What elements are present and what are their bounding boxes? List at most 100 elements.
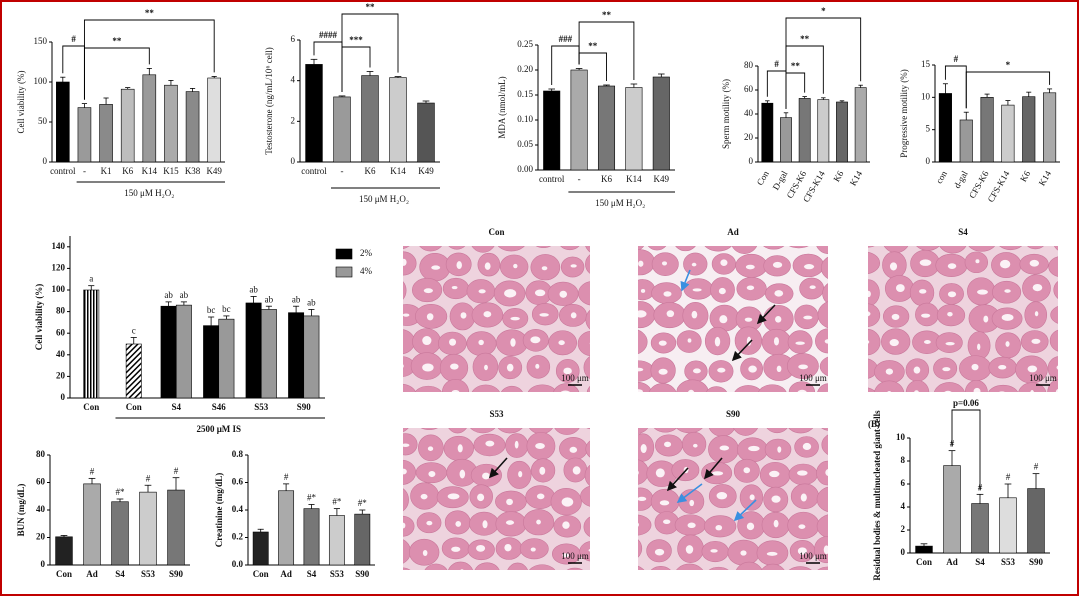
lumen (800, 493, 807, 502)
lumen (803, 264, 815, 270)
significance-label: * (821, 6, 826, 16)
lumen (447, 493, 460, 500)
lumen (449, 338, 457, 346)
tubule (403, 281, 407, 300)
y-tick-label: 60 (744, 84, 754, 94)
lumen (998, 391, 1005, 392)
lumen (945, 341, 955, 346)
lumen (745, 571, 756, 577)
lumen (711, 471, 724, 476)
bar-annotation: ab (307, 298, 316, 308)
tubule (471, 384, 500, 392)
lumen (655, 468, 665, 478)
x-tick-label: control (50, 166, 76, 176)
lumen (798, 575, 804, 581)
lumen (588, 548, 590, 552)
lumen (998, 364, 1007, 370)
significance-bracket (341, 13, 399, 92)
y-tick-label: 6 (291, 34, 296, 44)
lumen (592, 495, 597, 500)
lumen (535, 417, 546, 426)
y-tick-label: 100 (52, 284, 66, 294)
lumen (719, 315, 728, 324)
histology-image (868, 246, 1058, 392)
lumen (710, 549, 718, 553)
lumen (428, 470, 436, 478)
arrow (680, 269, 691, 292)
lumen (745, 264, 755, 270)
y-axis-label: Cell viability (%) (16, 71, 26, 134)
lumen (589, 342, 590, 345)
lumen (942, 367, 951, 372)
x-tick-label: Ad (946, 557, 958, 567)
lumen (913, 366, 921, 374)
tubule (441, 378, 470, 392)
tubule (403, 539, 411, 564)
x-tick-label: S53 (330, 569, 345, 579)
lumen (397, 337, 403, 345)
tubule (586, 385, 590, 392)
histology-image (638, 428, 828, 581)
group-label: 150 μM H₂O₂ (595, 198, 645, 208)
y-tick-label: 4 (291, 75, 296, 85)
x-tick-label: K6 (601, 174, 612, 184)
bar-annotation: #* (307, 493, 317, 503)
x-tick-label: S4 (307, 569, 317, 579)
histology-title: Ad (727, 227, 739, 237)
lumen (558, 340, 565, 346)
lumen (509, 396, 515, 401)
tubule (650, 565, 671, 570)
y-tick-label: 10 (921, 91, 931, 101)
significance-label: # (71, 34, 76, 44)
lumen (560, 390, 570, 392)
y-tick-label: 0 (41, 559, 46, 569)
x-tick-label: K14 (142, 166, 158, 176)
tubule (419, 246, 442, 252)
lumen (831, 364, 840, 367)
lumen (595, 575, 604, 579)
lumen (539, 313, 549, 317)
tubule (638, 381, 652, 392)
x-tick-label: S90 (1029, 557, 1044, 567)
lumen (563, 419, 572, 426)
significance-label: ** (791, 61, 801, 71)
tubule (638, 246, 645, 251)
bar (120, 88, 135, 163)
x-tick-label: K6 (122, 166, 133, 176)
lumen (1030, 390, 1034, 392)
lumen (399, 575, 407, 580)
legend-label: 2% (360, 248, 373, 258)
y-tick-label: 8 (901, 455, 906, 465)
lumen (506, 363, 514, 372)
lumen (426, 313, 434, 321)
y-tick-label: 0 (291, 156, 296, 166)
bar (798, 98, 811, 163)
y-tick-label: 100 (34, 76, 48, 86)
lumen (392, 548, 402, 556)
tubule (968, 246, 996, 252)
bar (164, 84, 178, 163)
tubule (874, 380, 905, 392)
lumen (691, 262, 697, 267)
tubule (585, 440, 590, 458)
lumen (797, 470, 808, 476)
x-tick-label: K49 (206, 166, 222, 176)
x-tick-label: K14 (390, 166, 406, 176)
tubule (1047, 379, 1058, 392)
bar (780, 117, 792, 163)
y-tick-label: 10 (896, 432, 906, 442)
lumen (595, 473, 601, 479)
lumen (720, 259, 728, 267)
lumen (482, 520, 488, 529)
tubule (527, 384, 557, 392)
bar-annotation: # (174, 466, 179, 476)
lumen (422, 336, 432, 346)
lumen (572, 466, 581, 475)
bar (328, 515, 345, 566)
lumen (691, 310, 698, 319)
lumen (714, 336, 721, 347)
y-axis-label: Residual bodies & multinucleated giant c… (872, 410, 882, 581)
significance-label: ** (800, 34, 810, 44)
y-tick-label: 0.05 (517, 139, 533, 149)
bar (203, 325, 220, 399)
